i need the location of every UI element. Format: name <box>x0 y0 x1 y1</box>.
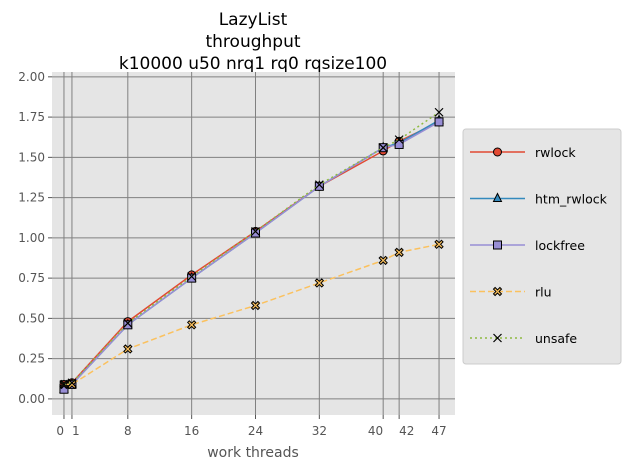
legend: rwlock htm_rwlock lockfree rlu unsafe <box>462 128 622 365</box>
data-point-lockfree <box>123 320 133 330</box>
series-group <box>59 107 444 394</box>
data-point-unsafe <box>187 272 197 281</box>
legend-marker-rlu <box>492 286 503 297</box>
x-tick-label: 0 <box>56 424 64 438</box>
y-tick-label: 0.50 <box>18 311 45 325</box>
data-point-rlu <box>434 239 444 250</box>
data-point-unsafe <box>67 378 77 388</box>
legend-item-htm_rwlock: htm_rwlock <box>470 192 608 207</box>
legend-marker-rwlock <box>493 147 502 157</box>
title-line-3: k10000 u50 nrq1 rq0 rqsize100 <box>119 54 387 74</box>
legend-item-lockfree: lockfree <box>470 238 585 253</box>
series-line-unsafe <box>63 111 440 386</box>
data-point-lockfree <box>250 228 260 238</box>
x-axis: 0 1 8 16 24 32 40 42 47 <box>56 415 447 438</box>
data-point-rlu <box>123 344 133 354</box>
y-tick-label: 1.75 <box>18 110 45 124</box>
data-point-rlu <box>250 300 261 311</box>
legend-marker-htm_rwlock <box>492 192 503 202</box>
data-point-rlu <box>394 247 404 258</box>
data-point-unsafe <box>123 318 133 328</box>
x-tick-label: 1 <box>72 424 80 438</box>
legend-label: rwlock <box>535 145 576 160</box>
x-axis-label: work threads <box>207 445 299 461</box>
legend-marker-lockfree <box>493 240 502 250</box>
legend-label: unsafe <box>535 331 577 346</box>
legend-label: rlu <box>535 285 552 300</box>
x-tick-label: 40 <box>368 424 383 438</box>
data-point-rlu <box>186 320 197 330</box>
data-point-unsafe <box>378 143 388 153</box>
y-axis: 0.00 0.25 0.50 0.75 1.00 1.25 1.50 1.75 2.00 <box>18 70 52 406</box>
data-point-unsafe <box>59 379 69 389</box>
data-point-lockfree <box>187 273 197 283</box>
series-lockfree <box>59 117 444 394</box>
data-point-unsafe <box>251 226 260 236</box>
y-tick-label: 0.00 <box>18 392 45 406</box>
legend-label: lockfree <box>535 238 585 253</box>
y-tick-label: 1.25 <box>18 191 45 205</box>
title-line-1: LazyList <box>219 10 288 30</box>
chart-title: LazyList throughput k10000 u50 nrq1 rq0 … <box>119 10 387 74</box>
data-point-lockfree <box>314 181 324 191</box>
data-point-unsafe <box>314 180 324 190</box>
legend-box <box>462 128 622 365</box>
series-rlu <box>59 239 444 390</box>
data-point-unsafe <box>394 135 404 145</box>
plot-area <box>52 72 455 415</box>
legend-marker-unsafe <box>493 333 502 343</box>
y-tick-label: 2.00 <box>18 70 45 84</box>
x-tick-label: 16 <box>184 424 199 438</box>
legend-label: htm_rwlock <box>535 192 608 207</box>
x-tick-label: 42 <box>399 424 414 438</box>
y-tick-label: 1.50 <box>18 150 45 164</box>
data-point-rlu <box>314 278 325 288</box>
title-line-2: throughput <box>205 32 300 52</box>
x-tick-label: 8 <box>124 424 132 438</box>
x-tick-label: 47 <box>431 424 446 438</box>
legend-item-rwlock: rwlock <box>470 145 576 160</box>
y-tick-label: 1.00 <box>18 231 45 245</box>
grid-lines <box>52 72 455 415</box>
y-tick-label: 0.75 <box>18 271 45 285</box>
y-tick-label: 0.25 <box>18 352 45 366</box>
legend-item-rlu: rlu <box>470 285 552 300</box>
x-tick-label: 24 <box>248 424 263 438</box>
data-point-rlu <box>378 255 388 266</box>
x-tick-label: 32 <box>312 424 327 438</box>
series-unsafe <box>59 107 444 389</box>
data-point-lockfree <box>434 117 444 127</box>
legend-item-unsafe: unsafe <box>470 331 577 346</box>
data-point-unsafe <box>434 107 444 117</box>
